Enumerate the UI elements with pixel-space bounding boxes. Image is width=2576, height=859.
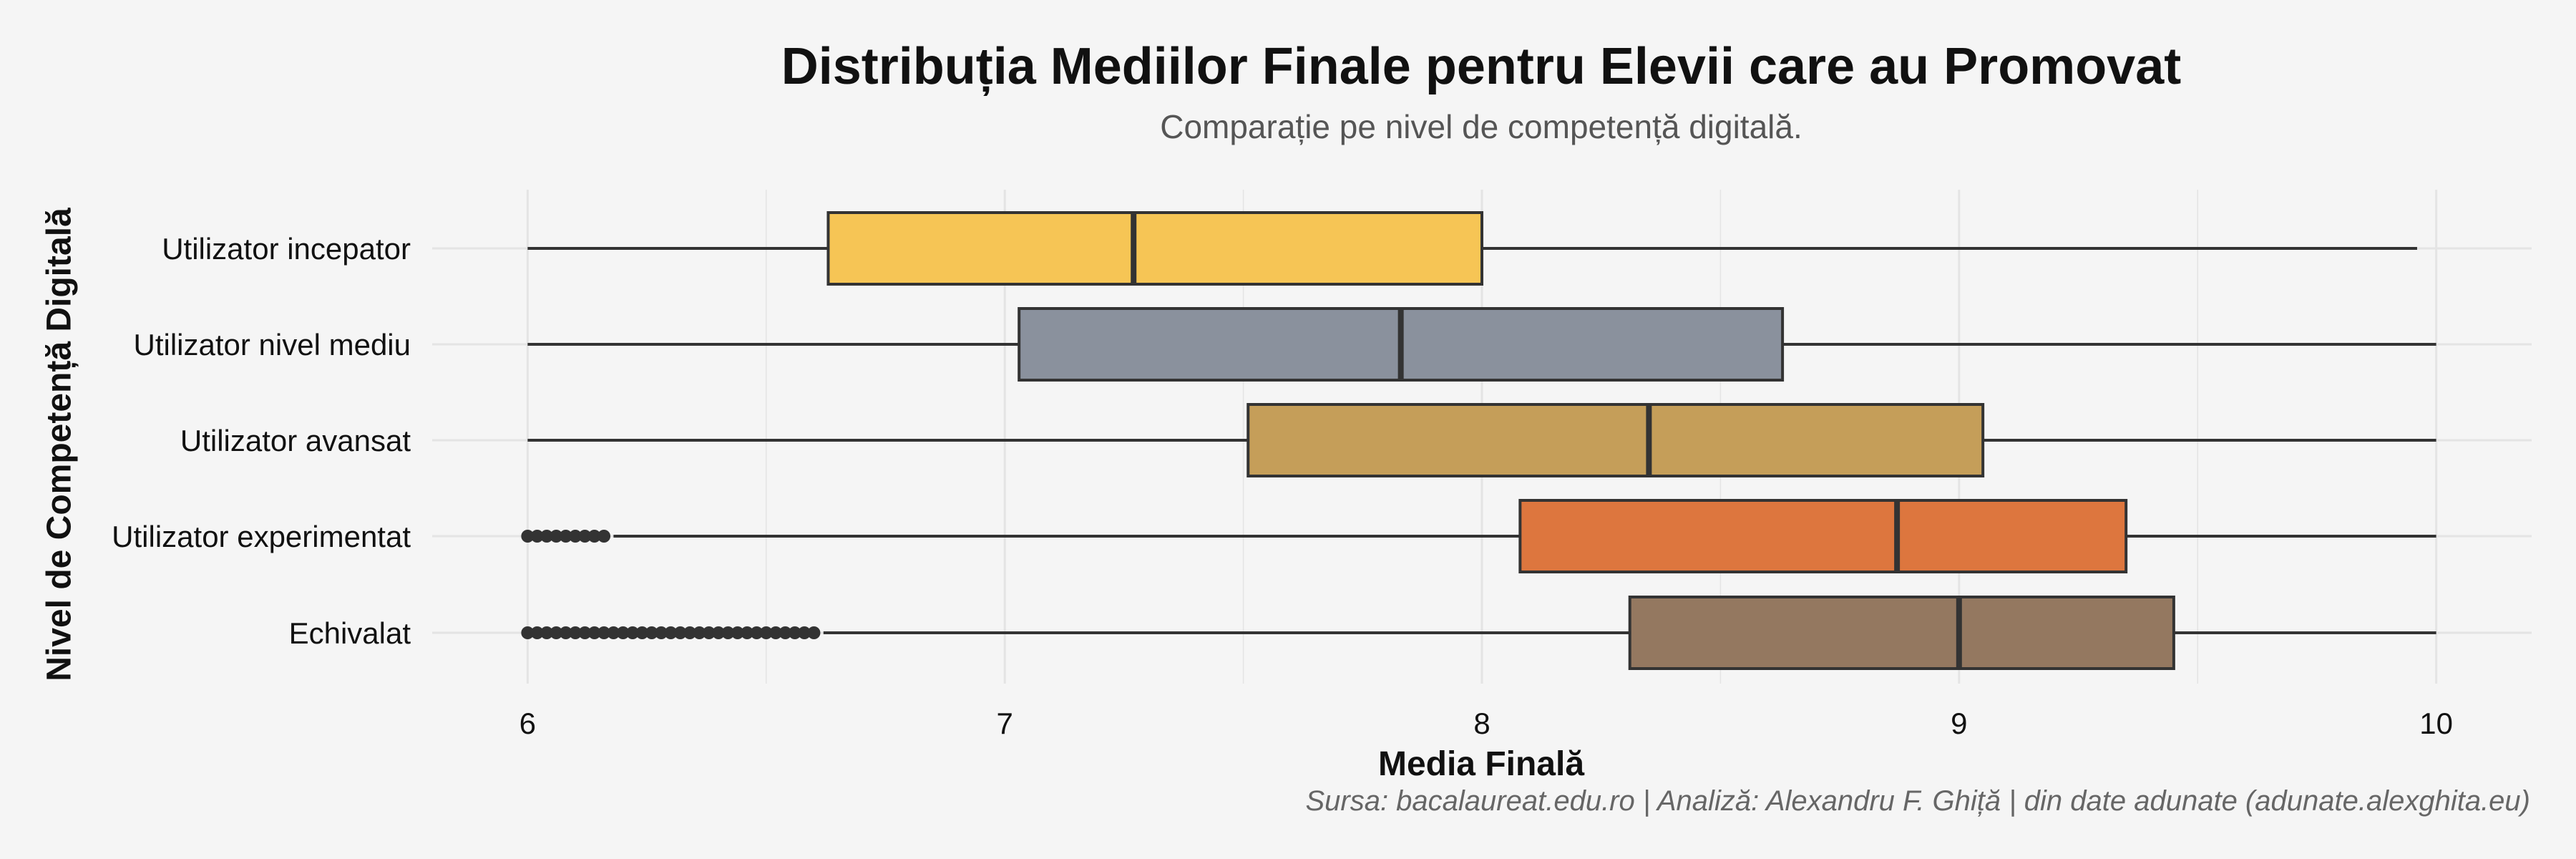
- outlier-point: [655, 626, 668, 639]
- outlier-point: [540, 530, 554, 543]
- outlier-point: [721, 626, 735, 639]
- outlier-point: [530, 530, 544, 543]
- box-3: [1518, 499, 2128, 573]
- outlier-point: [597, 530, 611, 543]
- x-tick-label: 9: [1951, 707, 1967, 740]
- outlier-point: [779, 626, 792, 639]
- chart-title: Distribuția Mediilor Finale pentru Elevi…: [781, 38, 2182, 95]
- box-4: [1628, 596, 2175, 670]
- outlier-point: [759, 626, 773, 639]
- outlier-point: [550, 530, 563, 543]
- outlier-point: [683, 626, 697, 639]
- outlier-point: [769, 626, 783, 639]
- x-tick-label: 7: [997, 707, 1013, 740]
- outlier-point: [578, 626, 592, 639]
- outlier-point: [559, 626, 572, 639]
- outlier-point: [731, 626, 744, 639]
- box-2: [1246, 403, 1985, 477]
- outlier-point: [521, 626, 535, 639]
- outlier-point: [530, 626, 544, 639]
- outlier-point: [607, 626, 620, 639]
- outlier-point: [635, 626, 649, 639]
- outlier-point: [664, 626, 678, 639]
- outlier-point: [712, 626, 726, 639]
- outlier-point: [550, 626, 563, 639]
- outlier-point: [587, 530, 601, 543]
- outlier-point: [569, 626, 582, 639]
- outlier-point: [807, 626, 821, 639]
- source-caption: Sursa: bacalaureat.edu.ro | Analiză: Ale…: [1305, 785, 2530, 817]
- outlier-point: [741, 626, 754, 639]
- box-layer: [521, 211, 2436, 670]
- y-tick-label: Utilizator avansat: [180, 424, 411, 457]
- outlier-point: [597, 626, 611, 639]
- y-tick-label: Utilizator incepator: [162, 232, 411, 266]
- box-0: [826, 211, 1483, 286]
- outlier-point: [521, 530, 535, 543]
- outlier-point: [798, 626, 811, 639]
- x-tick-label: 6: [519, 707, 536, 740]
- label-layer: 6 7 8 9 10 Utilizator incepator Utilizator niv…: [112, 232, 2453, 740]
- outlier-point: [540, 626, 554, 639]
- outlier-point: [750, 626, 763, 639]
- outlier-point: [693, 626, 706, 639]
- outlier-point: [702, 626, 716, 639]
- outlier-point: [673, 626, 687, 639]
- outlier-point: [559, 530, 572, 543]
- outlier-point: [616, 626, 630, 639]
- outlier-point: [788, 626, 801, 639]
- x-tick-label: 8: [1473, 707, 1490, 740]
- outlier-point: [587, 626, 601, 639]
- x-axis-label: Media Finală: [1377, 745, 1585, 783]
- chart-subtitle: Comparație pe nivel de competență digita…: [1160, 108, 1802, 145]
- outlier-point: [569, 530, 582, 543]
- y-tick-label: Utilizator nivel mediu: [134, 328, 411, 361]
- outlier-point: [578, 530, 592, 543]
- x-tick-label: 10: [2419, 707, 2453, 740]
- y-tick-label: Utilizator experimentat: [112, 520, 411, 553]
- outlier-point: [626, 626, 640, 639]
- outlier-point: [645, 626, 658, 639]
- y-tick-label: Echivalat: [289, 616, 411, 650]
